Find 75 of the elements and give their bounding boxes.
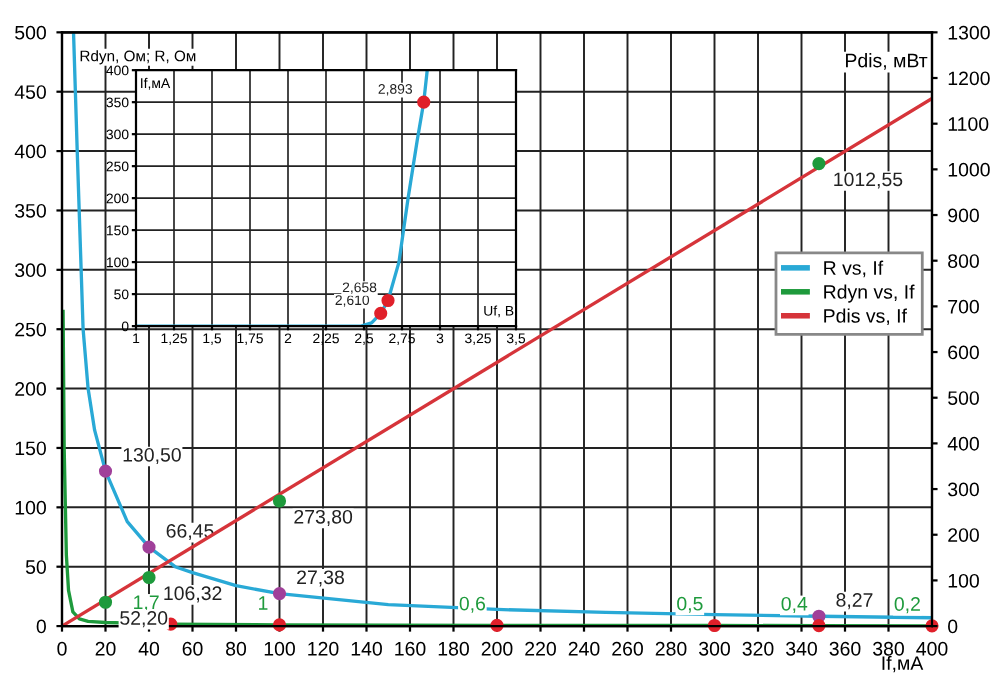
data-label: 273,80: [294, 509, 353, 526]
y2-tick-label: 200: [948, 528, 979, 542]
y2-tick-label: 700: [948, 299, 979, 314]
data-label: 106,32: [164, 586, 222, 603]
x-tick-label: 320: [742, 641, 774, 656]
point: [374, 306, 388, 320]
data-label: 1: [259, 596, 268, 610]
x-tick-label: 80: [226, 641, 247, 656]
data-label: 8,27: [836, 593, 873, 610]
y-tick-label: 100: [15, 500, 46, 515]
x-axis-title: If,мА: [882, 655, 924, 673]
point: [142, 570, 156, 585]
data-label: 1012,55: [834, 172, 903, 189]
x-tick-label: 0: [57, 641, 67, 656]
y-tick-label: 250: [15, 322, 46, 337]
x-tick-label: 360: [829, 641, 861, 656]
y2-tick-label: 1200: [948, 71, 990, 86]
point: [142, 540, 156, 554]
legend-label: R vs, If: [824, 260, 884, 278]
y-tick-label: 500: [15, 25, 46, 40]
y2-tick-label: 900: [948, 208, 979, 223]
y-tick-label: 400: [14, 144, 46, 159]
y-tick-label: 200: [15, 382, 46, 396]
y2-axis-title: Pdis, мВт: [846, 53, 928, 70]
x-tick-label: 120: [308, 641, 339, 656]
x-tick-label: 40: [138, 641, 160, 656]
y2-tick-label: 400: [947, 436, 979, 451]
legend-label: Pdis vs, If: [824, 308, 907, 326]
data-label: 52,20: [120, 611, 168, 628]
x-tick-label: 160: [395, 641, 426, 656]
y-tick-label: 50: [25, 560, 46, 574]
x-tick-label: 140: [351, 641, 382, 656]
y-tick-label: 0: [36, 619, 46, 634]
data-label: 0,5: [677, 596, 703, 613]
x-tick-label: 380: [873, 641, 904, 656]
y-tick-label: 150: [15, 441, 46, 456]
x-tick-label: 400: [916, 641, 948, 656]
y2-tick-label: 100: [948, 573, 979, 588]
y-tick-label: 450: [14, 85, 46, 99]
data-label: 1,7: [134, 595, 159, 612]
x-tick-label: 200: [481, 641, 513, 656]
y2-tick-label: 600: [948, 345, 979, 360]
y2-tick-label: 1100: [948, 117, 989, 131]
data-label: 0,2: [894, 597, 920, 614]
point: [417, 95, 431, 109]
point: [812, 157, 826, 171]
y2-tick-label: 800: [948, 254, 979, 268]
x-tick-label: 340: [786, 641, 817, 656]
y2-tick-label: 300: [948, 482, 979, 497]
y2-tick-label: 1000: [948, 162, 990, 177]
x-tick-label: 240: [568, 641, 600, 656]
point: [272, 494, 287, 508]
data-label: 0,6: [459, 596, 486, 613]
x-tick-label: 260: [612, 641, 643, 656]
y2-tick-label: 1300: [948, 25, 990, 40]
x-tick-label: 180: [438, 641, 469, 656]
x-tick-label: 220: [525, 641, 556, 656]
x-tick-label: 100: [264, 641, 295, 656]
point: [272, 586, 287, 601]
x-tick-label: 280: [655, 641, 687, 656]
y2-tick-label: 500: [948, 391, 979, 405]
x-tick-label: 60: [182, 641, 203, 656]
data-label: 66,45: [166, 524, 214, 541]
y-tick-label: 300: [15, 263, 46, 278]
point: [381, 293, 395, 308]
data-label: 130,50: [123, 447, 181, 465]
data-label: 27,38: [297, 570, 344, 587]
y2-tick-label: 0: [948, 619, 958, 634]
x-tick-label: 20: [95, 641, 116, 656]
y-tick-label: 350: [15, 203, 46, 218]
data-label: 0,4: [781, 596, 808, 613]
point: [98, 595, 113, 609]
point: [98, 464, 113, 478]
x-tick-label: 300: [699, 641, 730, 656]
legend-label: Rdyn vs, If: [824, 284, 915, 303]
